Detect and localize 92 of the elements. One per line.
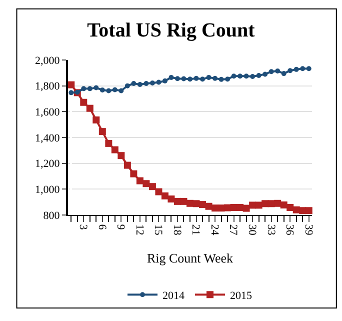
x-tick-label: 24 [208,224,220,236]
point [275,68,280,74]
x-tick-label: 9 [114,224,127,230]
point [300,66,306,72]
x-tick-label: 39 [302,224,314,236]
point [81,86,86,92]
x-tick-label: 36 [284,224,296,236]
point [156,80,162,85]
x-tick-label: 30 [246,224,258,236]
point [118,88,124,94]
point [200,76,206,82]
point [86,104,94,112]
point [250,74,256,80]
y-tick-label: 1,800 [35,80,60,93]
point [225,76,230,82]
point [281,71,286,76]
point [161,192,168,200]
point [299,207,306,214]
point [68,81,75,88]
x-tick-label: 3 [77,224,90,230]
point [288,68,293,74]
x-tick-label: 18 [170,224,183,236]
point [92,116,100,124]
x-tick-label: 12 [133,224,146,236]
point [80,98,88,106]
point [242,204,250,212]
point [218,76,224,82]
y-tick-label: 1,400 [35,132,60,144]
point [224,204,232,212]
point [68,90,74,96]
point [100,87,105,92]
legend-label: 2014 [162,290,185,302]
point [106,88,112,94]
point [206,74,212,80]
point [306,66,312,72]
point [280,201,288,208]
point [111,146,118,154]
point [181,76,186,82]
point [148,183,156,190]
point [249,202,256,209]
point [186,200,194,207]
point [212,76,218,81]
point [168,195,175,202]
point [294,66,299,72]
point [274,200,282,207]
point [231,74,236,79]
point [168,74,174,80]
y-tick-label: 1,200 [35,158,60,170]
point [238,74,243,79]
legend-label: 2015 [230,290,252,302]
y-tick-label: 1,600 [35,106,60,119]
x-tick-label: 6 [96,224,108,230]
point [174,76,180,82]
point [142,180,150,188]
x-tick-label: 27 [227,224,240,236]
point [188,76,192,82]
point [180,198,188,205]
y-tick-label: 1,000 [35,184,60,196]
point [268,69,274,74]
point [112,87,118,92]
point [144,81,149,86]
point [124,162,131,169]
point [256,73,262,78]
point [130,170,138,178]
point [262,200,269,208]
point [118,152,125,160]
point [244,74,249,79]
point [94,85,99,90]
point [131,81,136,86]
point [137,82,142,88]
y-tick-label: 800 [43,210,60,222]
x-tick-label: 21 [190,224,202,236]
point [286,204,294,212]
point [124,83,130,88]
point [236,204,244,212]
y-tick-label: 2,000 [35,54,60,67]
point [162,78,168,84]
point [262,72,268,77]
point [194,76,199,81]
x-tick-label: 33 [264,224,277,236]
point [87,86,92,92]
x-tick-label: 15 [152,224,164,236]
x-axis-title: Rig Count Week [146,250,234,266]
point [105,140,112,147]
point [305,207,312,214]
point [136,177,144,184]
chart-title: Total US Rig Count [87,19,256,42]
point [199,201,206,208]
point [155,188,162,196]
point [98,128,106,136]
point [212,204,219,212]
point [150,80,155,86]
